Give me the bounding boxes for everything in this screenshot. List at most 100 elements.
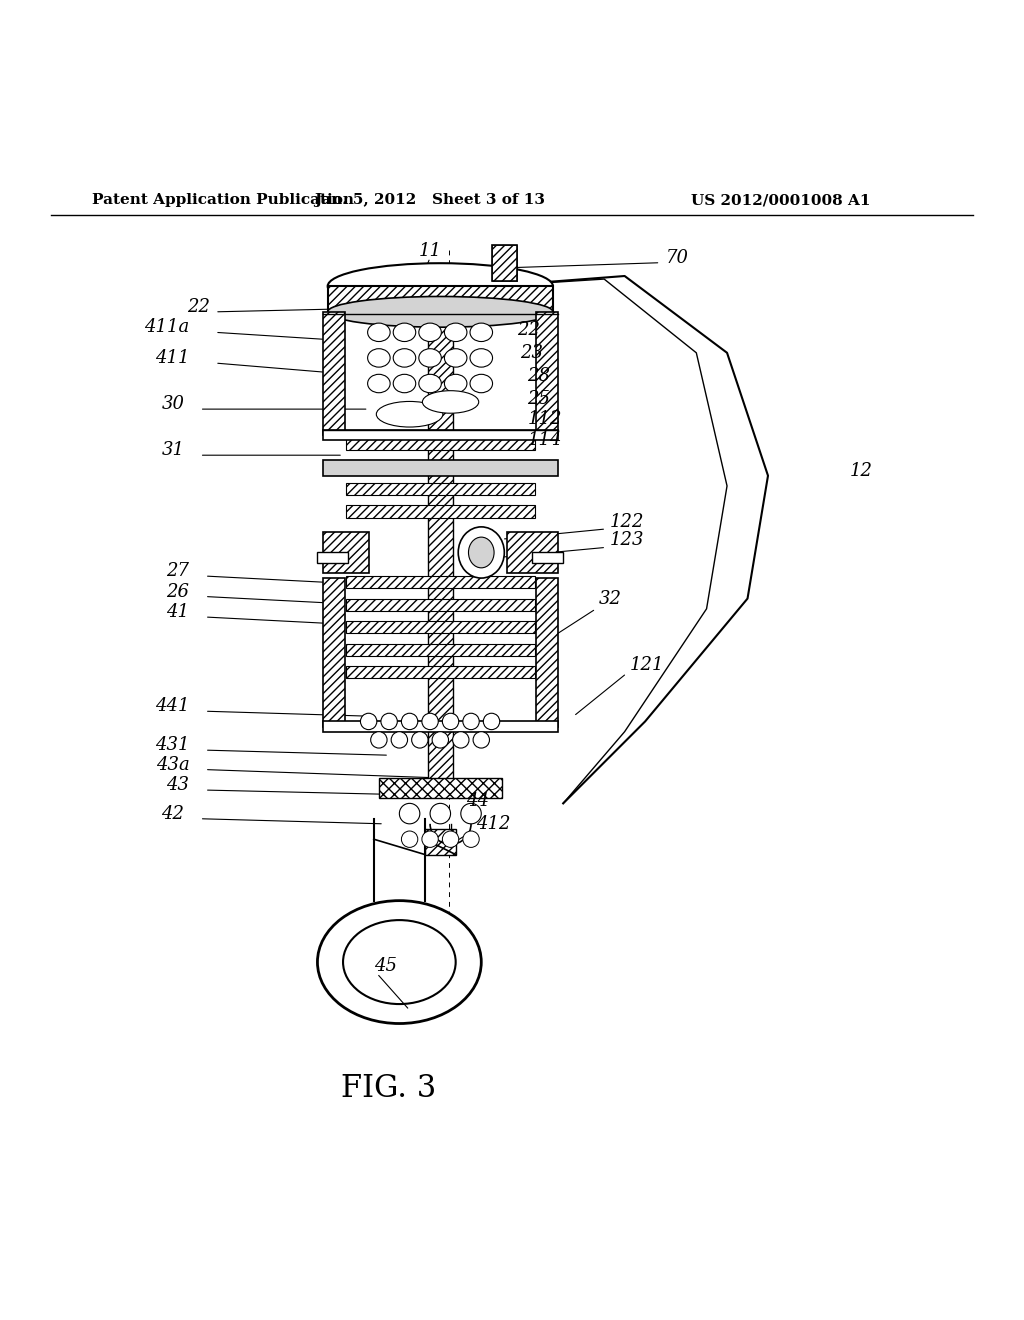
Ellipse shape xyxy=(368,323,390,342)
Ellipse shape xyxy=(393,375,416,393)
Text: 42: 42 xyxy=(162,805,184,822)
Bar xyxy=(379,777,502,799)
Ellipse shape xyxy=(381,713,397,730)
Bar xyxy=(346,667,535,678)
Text: 26: 26 xyxy=(167,582,189,601)
Bar xyxy=(346,438,535,450)
Text: 431: 431 xyxy=(155,737,189,754)
Text: 44: 44 xyxy=(466,792,488,810)
Text: 25: 25 xyxy=(527,389,550,408)
Text: FIG. 3: FIG. 3 xyxy=(341,1073,437,1104)
Text: 23: 23 xyxy=(520,345,543,362)
Text: 441: 441 xyxy=(155,697,189,715)
Ellipse shape xyxy=(401,832,418,847)
Ellipse shape xyxy=(470,323,493,342)
Ellipse shape xyxy=(368,348,390,367)
Ellipse shape xyxy=(470,375,493,393)
Ellipse shape xyxy=(461,804,481,824)
Ellipse shape xyxy=(458,527,504,578)
Ellipse shape xyxy=(422,713,438,730)
Ellipse shape xyxy=(391,731,408,748)
Bar xyxy=(425,829,456,854)
Text: 27: 27 xyxy=(167,562,189,579)
Text: 411a: 411a xyxy=(144,318,189,337)
Text: 112: 112 xyxy=(527,411,562,429)
Ellipse shape xyxy=(419,375,441,393)
Ellipse shape xyxy=(393,348,416,367)
Ellipse shape xyxy=(483,713,500,730)
Text: 121: 121 xyxy=(630,656,665,675)
Ellipse shape xyxy=(317,900,481,1023)
Bar xyxy=(346,598,535,611)
Text: 31: 31 xyxy=(162,441,184,459)
Bar xyxy=(317,553,348,562)
Text: 122: 122 xyxy=(609,513,644,531)
Text: 45: 45 xyxy=(374,957,396,975)
Text: 11: 11 xyxy=(419,242,441,260)
Ellipse shape xyxy=(444,323,467,342)
Text: 70: 70 xyxy=(666,248,688,267)
Text: Jan. 5, 2012   Sheet 3 of 13: Jan. 5, 2012 Sheet 3 of 13 xyxy=(314,193,546,207)
Text: 12: 12 xyxy=(850,462,872,479)
Bar xyxy=(428,292,453,783)
Bar xyxy=(536,312,558,434)
Bar xyxy=(346,506,535,517)
Ellipse shape xyxy=(470,348,493,367)
Bar xyxy=(323,532,369,573)
Ellipse shape xyxy=(463,713,479,730)
Bar xyxy=(328,286,553,312)
Ellipse shape xyxy=(453,731,469,748)
Ellipse shape xyxy=(377,401,442,428)
Ellipse shape xyxy=(463,832,479,847)
Text: 28: 28 xyxy=(527,367,550,385)
Ellipse shape xyxy=(401,713,418,730)
Bar xyxy=(323,578,345,726)
Bar xyxy=(492,246,517,281)
Ellipse shape xyxy=(371,731,387,748)
Text: Patent Application Publication: Patent Application Publication xyxy=(92,193,354,207)
Text: 30: 30 xyxy=(162,395,184,413)
Ellipse shape xyxy=(360,713,377,730)
Ellipse shape xyxy=(422,391,479,413)
Ellipse shape xyxy=(444,375,467,393)
Bar xyxy=(428,292,453,783)
Bar xyxy=(323,429,558,440)
Ellipse shape xyxy=(368,375,390,393)
Ellipse shape xyxy=(444,348,467,367)
Ellipse shape xyxy=(430,804,451,824)
Ellipse shape xyxy=(473,731,489,748)
Ellipse shape xyxy=(468,537,494,568)
Text: 41: 41 xyxy=(167,603,189,620)
Bar xyxy=(323,461,558,475)
Text: 43: 43 xyxy=(167,776,189,795)
Text: 22: 22 xyxy=(517,321,540,339)
Bar xyxy=(532,553,563,562)
Bar xyxy=(492,246,517,281)
Ellipse shape xyxy=(419,323,441,342)
Ellipse shape xyxy=(328,297,553,327)
Bar xyxy=(507,532,558,573)
Text: 123: 123 xyxy=(609,532,644,549)
Bar xyxy=(346,461,535,473)
Bar xyxy=(346,483,535,495)
Text: 411: 411 xyxy=(155,348,189,367)
Ellipse shape xyxy=(422,832,438,847)
Text: 412: 412 xyxy=(476,814,511,833)
Bar xyxy=(346,622,535,634)
Ellipse shape xyxy=(432,731,449,748)
Bar xyxy=(323,722,558,731)
Text: 32: 32 xyxy=(599,590,622,607)
Ellipse shape xyxy=(412,731,428,748)
Ellipse shape xyxy=(419,348,441,367)
Text: 114: 114 xyxy=(527,430,562,449)
Ellipse shape xyxy=(399,804,420,824)
Bar xyxy=(346,576,535,589)
Ellipse shape xyxy=(343,920,456,1005)
Bar xyxy=(346,644,535,656)
Ellipse shape xyxy=(328,263,553,309)
Ellipse shape xyxy=(442,832,459,847)
Bar xyxy=(328,286,553,312)
Text: 43a: 43a xyxy=(156,755,189,774)
Ellipse shape xyxy=(393,323,416,342)
Text: US 2012/0001008 A1: US 2012/0001008 A1 xyxy=(691,193,870,207)
